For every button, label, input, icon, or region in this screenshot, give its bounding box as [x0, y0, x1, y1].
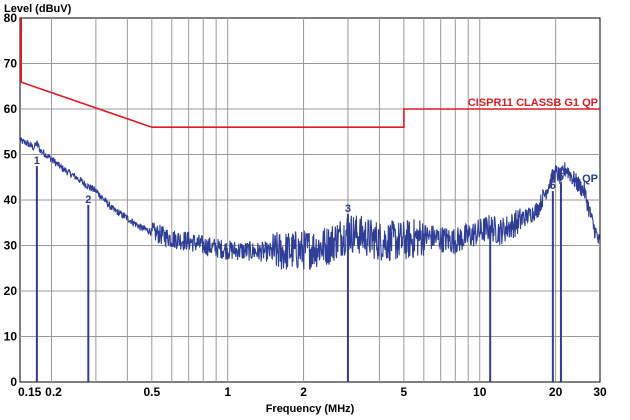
- marker-3-label: 3: [345, 203, 351, 215]
- qp-trace: [19, 137, 601, 271]
- x-axis-title: Frequency (MHz): [266, 403, 355, 415]
- y-tick-label: 10: [4, 330, 18, 344]
- y-tick-label: 50: [4, 148, 18, 162]
- grid: [20, 18, 600, 382]
- marker-6-label: 6: [558, 171, 564, 183]
- marker-5-label: 5: [550, 180, 556, 192]
- marker-4-label: 4: [487, 223, 494, 235]
- y-tick-label: 40: [4, 193, 18, 207]
- marker-2-label: 2: [85, 194, 91, 206]
- limit-line-label: CISPR11 CLASSB G1 QP: [468, 97, 598, 109]
- y-tick-label: 0: [10, 375, 17, 389]
- x-tick-label: 10: [473, 385, 487, 399]
- x-tick-label: 0.2: [45, 385, 62, 399]
- series-group: [19, 18, 601, 271]
- qp-trace-label: QP: [582, 173, 598, 185]
- y-tick-label: 70: [4, 57, 18, 71]
- x-tick-label: 20: [549, 385, 563, 399]
- y-tick-label: 20: [4, 284, 18, 298]
- y-tick-label: 30: [4, 239, 18, 253]
- y-tick-label: 60: [4, 102, 18, 116]
- y-axis-title: Level (dBuV): [4, 3, 72, 15]
- limit-line: [19, 80, 600, 128]
- tick-labels: 0 10 20 30 40 50 60 70 80 0.15 0.2 0.5 1 2 5 10 20 30: [4, 11, 607, 399]
- x-tick-label: 30: [593, 385, 607, 399]
- x-tick-label: 1: [224, 385, 231, 399]
- x-tick-label: 0.15: [18, 385, 42, 399]
- x-tick-label: 2: [300, 385, 307, 399]
- marker-group: 1 2 3 4 56: [34, 155, 564, 382]
- marker-1-label: 1: [34, 155, 40, 167]
- y-tick-label: 80: [4, 11, 18, 25]
- x-tick-label: 0.5: [143, 385, 160, 399]
- x-tick-label: 5: [401, 385, 408, 399]
